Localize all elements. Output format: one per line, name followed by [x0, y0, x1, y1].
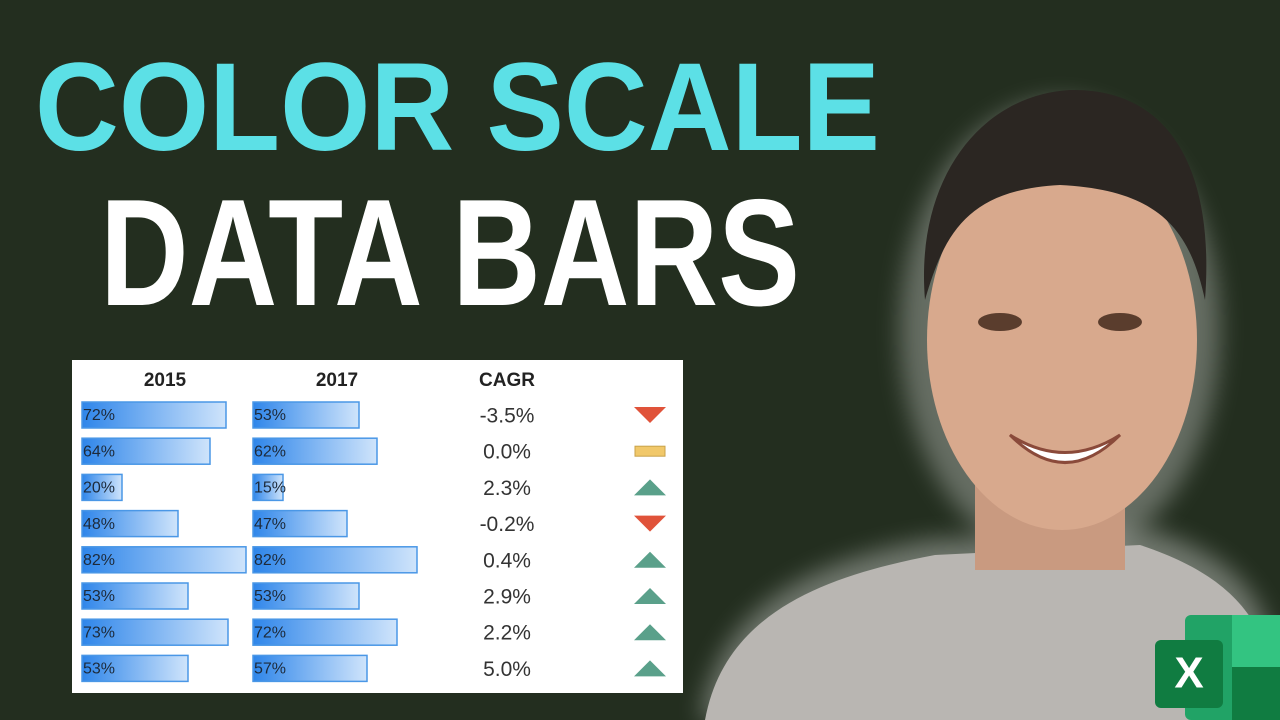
bar-label: 62% — [254, 443, 286, 460]
cagr-value: 5.0% — [483, 658, 531, 681]
bar-label: 53% — [254, 588, 286, 605]
data-bar — [252, 437, 378, 465]
cagr-value: -0.2% — [480, 513, 535, 536]
bar-label: 82% — [83, 552, 115, 569]
cagr-value: 0.4% — [483, 549, 531, 572]
trend-up-icon — [634, 624, 666, 641]
bar-label: 47% — [254, 516, 286, 533]
bar-label: 20% — [83, 480, 115, 497]
bar-label: 57% — [254, 661, 286, 678]
bar-label: 53% — [83, 588, 115, 605]
trend-up-icon — [634, 479, 666, 496]
cagr-value: 2.2% — [483, 622, 531, 645]
trend-up-icon — [634, 551, 666, 568]
cagr-value: -3.5% — [480, 405, 535, 428]
trend-up-icon — [634, 588, 666, 604]
trend-flat-icon — [634, 445, 666, 457]
bar-label: 53% — [83, 661, 115, 678]
cagr-value: 2.9% — [483, 586, 531, 609]
data-bar — [252, 473, 284, 502]
trend-down-icon — [634, 515, 666, 532]
bar-label: 73% — [83, 624, 115, 641]
title-line-2: DATA BARS — [100, 168, 800, 338]
column-header: 2017 — [316, 370, 358, 391]
column-header: CAGR — [479, 370, 535, 391]
data-bar — [81, 582, 189, 610]
data-bar — [81, 473, 123, 502]
excel-logo: X — [1155, 615, 1280, 720]
cagr-value: 0.0% — [483, 441, 531, 464]
logo-letter: X — [1174, 649, 1203, 698]
bar-label: 48% — [83, 516, 115, 533]
trend-down-icon — [634, 407, 666, 423]
data-bar — [81, 401, 227, 429]
cagr-value: 2.3% — [483, 477, 531, 500]
bar-label: 82% — [254, 552, 286, 569]
bar-label: 15% — [254, 480, 286, 497]
data-bar — [81, 509, 179, 538]
title-line-1: COLOR SCALE — [35, 38, 880, 177]
data-bar — [252, 654, 368, 683]
data-bar — [81, 618, 229, 646]
data-bar — [81, 437, 211, 465]
data-bar — [81, 546, 247, 574]
bar-label: 64% — [83, 443, 115, 460]
data-bar — [252, 582, 360, 610]
data-bar — [252, 618, 398, 646]
data-bar — [252, 546, 418, 574]
column-header: 2015 — [144, 370, 187, 391]
trend-up-icon — [634, 660, 666, 677]
data-bar — [252, 509, 348, 538]
person — [700, 89, 1280, 720]
bar-label: 72% — [254, 624, 286, 641]
bar-label: 53% — [254, 407, 286, 424]
bar-label: 72% — [83, 407, 115, 424]
data-bar — [81, 654, 189, 683]
data-bar — [252, 401, 360, 429]
table: 2015 2017 CAGR 72% 53% -3.5% 64% 62% 0.0% 20% 15% 2… — [81, 370, 666, 683]
